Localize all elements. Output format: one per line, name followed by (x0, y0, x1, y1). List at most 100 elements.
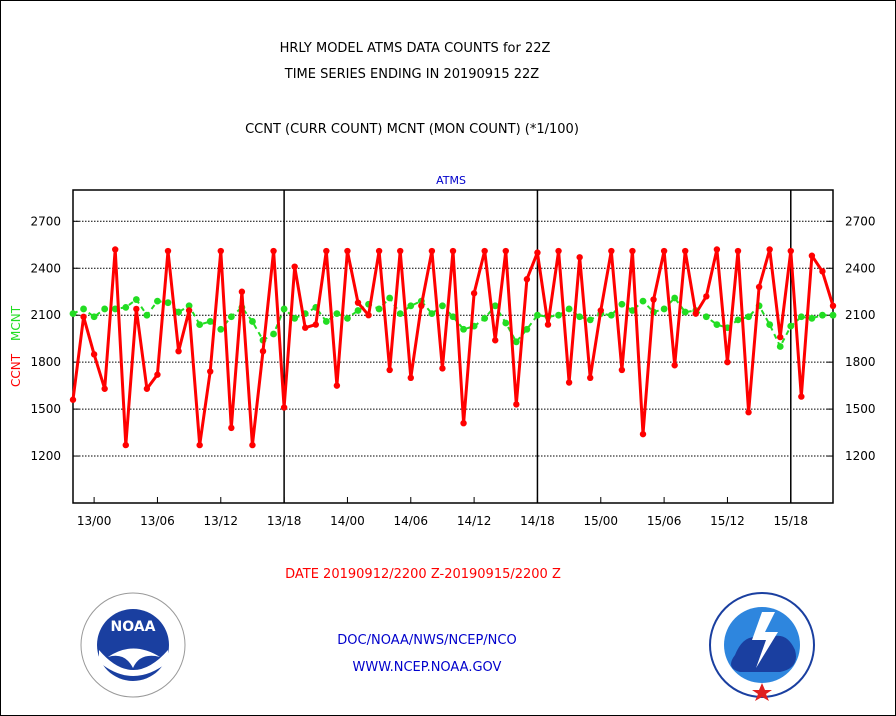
data-point-ccnt (470, 290, 478, 297)
data-point-ccnt (639, 430, 647, 438)
data-point-mcnt (143, 311, 151, 319)
data-point-ccnt (608, 247, 615, 255)
data-point-ccnt (565, 379, 573, 386)
data-point-ccnt (354, 299, 362, 306)
data-point-ccnt (555, 247, 562, 255)
data-point-mcnt (101, 305, 109, 313)
data-point-ccnt (819, 268, 826, 275)
data-point-ccnt (164, 247, 172, 255)
data-point-mcnt (217, 325, 225, 333)
data-point-mcnt (502, 319, 510, 327)
data-point-ccnt (280, 404, 288, 411)
data-point-mcnt (439, 302, 446, 310)
panel-label: ATMS (436, 174, 466, 187)
data-point-mcnt (734, 316, 742, 324)
x-tick-label: 14/00 (330, 514, 365, 528)
data-point-ccnt (777, 333, 784, 341)
data-point-ccnt (101, 385, 108, 392)
data-point-mcnt (671, 294, 679, 302)
data-point-ccnt (228, 424, 235, 432)
data-point-ccnt (175, 347, 182, 355)
data-point-ccnt (154, 371, 161, 378)
chart-title-line2: TIME SERIES ENDING IN 20190915 22Z (284, 67, 540, 82)
data-point-ccnt (217, 247, 224, 255)
y-axis-label-ccnt: CCNT (9, 353, 23, 387)
x-tick-label: 13/00 (77, 514, 112, 528)
data-point-mcnt (280, 305, 288, 313)
data-point-ccnt (428, 247, 436, 255)
data-point-mcnt (555, 311, 562, 319)
data-point-ccnt (587, 374, 594, 381)
data-point-ccnt (671, 362, 678, 369)
data-point-mcnt (196, 321, 204, 328)
data-point-ccnt (492, 337, 499, 344)
data-point-mcnt (449, 313, 457, 321)
data-point-ccnt (365, 312, 372, 319)
chart-title-line1: HRLY MODEL ATMS DATA COUNTS for 22Z (280, 41, 551, 56)
y-tick-label-right: 2100 (845, 308, 876, 322)
data-point-ccnt (196, 441, 203, 449)
x-tick-label: 13/18 (267, 514, 302, 528)
x-tick-label: 14/18 (520, 514, 555, 528)
data-point-mcnt (132, 296, 140, 303)
data-point-ccnt (323, 247, 330, 255)
noaa-logo: NOAA (80, 592, 186, 698)
data-point-mcnt (702, 313, 710, 321)
y-tick-label-right: 1800 (845, 355, 876, 369)
data-point-mcnt (460, 325, 467, 333)
data-point-ccnt (143, 385, 151, 392)
x-tick-label: 14/06 (393, 514, 428, 528)
data-point-mcnt (375, 305, 383, 313)
data-point-mcnt (618, 300, 626, 308)
x-tick-label: 15/00 (583, 514, 618, 528)
data-point-ccnt (766, 246, 773, 253)
x-tick-label: 14/12 (457, 514, 492, 528)
data-point-ccnt (238, 288, 246, 295)
data-point-ccnt (122, 441, 129, 449)
data-point-mcnt (291, 314, 299, 322)
y-tick-label-right: 1500 (845, 402, 876, 416)
data-point-ccnt (502, 247, 509, 255)
data-point-ccnt (460, 419, 467, 427)
data-point-mcnt (713, 321, 721, 328)
data-point-ccnt (618, 366, 626, 374)
data-point-mcnt (227, 313, 235, 321)
data-point-mcnt (491, 302, 499, 310)
data-point-mcnt (639, 297, 647, 305)
y-tick-label-right: 2400 (845, 261, 876, 275)
data-point-ccnt (534, 249, 541, 256)
y-tick-label-left: 2400 (30, 261, 61, 275)
footer-org: DOC/NOAA/NWS/NCEP/NCO (337, 633, 516, 648)
y-tick-label-left: 2700 (30, 214, 61, 228)
data-point-ccnt (291, 263, 298, 270)
x-tick-label: 15/12 (710, 514, 745, 528)
data-point-ccnt (513, 401, 520, 408)
data-point-mcnt (185, 302, 193, 310)
data-point-ccnt (344, 247, 351, 255)
data-point-mcnt (206, 318, 214, 325)
date-range: DATE 20190912/2200 Z-20190915/2200 Z (285, 567, 561, 582)
data-point-mcnt (797, 313, 805, 321)
data-point-ccnt (270, 247, 277, 255)
data-point-mcnt (607, 311, 615, 319)
data-point-ccnt (133, 305, 140, 313)
footer-url: WWW.NCEP.NOAA.GOV (353, 660, 502, 675)
data-point-ccnt (439, 365, 446, 372)
data-point-mcnt (333, 310, 341, 318)
data-point-ccnt (333, 382, 341, 389)
chart-subtitle: CCNT (CURR COUNT) MCNT (MON COUNT) (*1/1… (245, 122, 579, 137)
data-point-mcnt (576, 313, 584, 321)
y-tick-label-right: 1200 (845, 449, 876, 463)
data-point-ccnt (829, 302, 837, 310)
data-point-mcnt (745, 313, 752, 321)
data-point-ccnt (185, 307, 193, 314)
x-tick-label: 13/06 (140, 514, 175, 528)
data-point-mcnt (90, 313, 98, 321)
data-point-ccnt (597, 307, 604, 314)
data-point-ccnt (734, 247, 742, 255)
data-point-ccnt (386, 366, 393, 374)
data-point-mcnt (344, 314, 351, 322)
data-point-ccnt (90, 351, 98, 358)
data-point-ccnt (375, 247, 383, 255)
